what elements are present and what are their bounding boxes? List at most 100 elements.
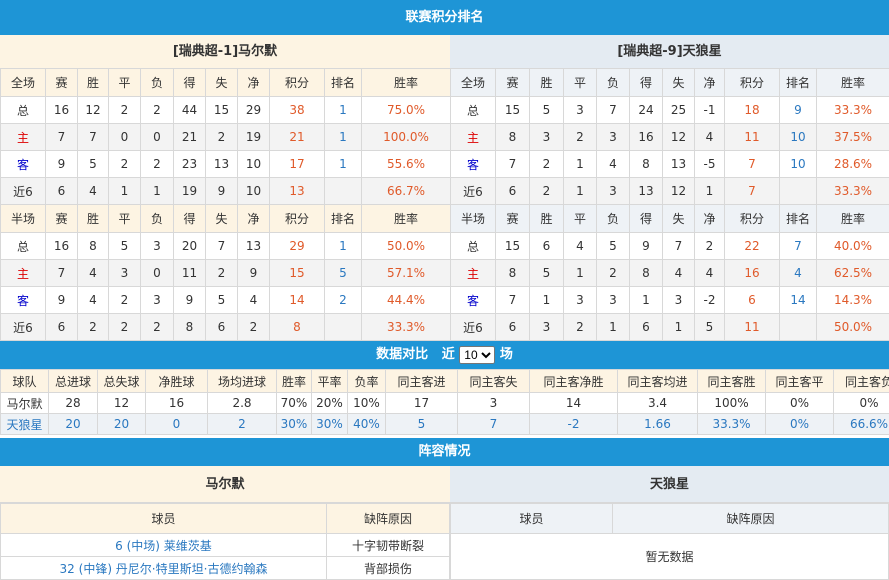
cell: 30% — [312, 414, 348, 435]
cell: 44.4% — [362, 287, 451, 314]
header-cell: 胜率 — [277, 370, 312, 393]
cell: 5 — [78, 151, 109, 178]
cell: 9 — [780, 97, 817, 124]
cell: 4 — [78, 287, 109, 314]
lineup-home-team: 马尔默 — [0, 466, 450, 503]
header-cell: 同主客均进 — [618, 370, 698, 393]
header-cell: 胜率 — [817, 69, 889, 97]
header-cell: 积分 — [270, 69, 325, 97]
cell: 7 — [725, 178, 780, 205]
cell: 30% — [277, 414, 312, 435]
cell: 2 — [695, 233, 725, 260]
header-cell: 积分 — [725, 69, 780, 97]
header-cell: 赛 — [496, 69, 530, 97]
cell: 3 — [141, 233, 174, 260]
cell: 6 — [46, 178, 78, 205]
cell: 3 — [458, 393, 530, 414]
player-link[interactable]: 6 (中场) 莱维茨基 — [1, 534, 327, 557]
header-cell: 失 — [663, 69, 695, 97]
cell — [325, 178, 362, 205]
cell: 3 — [597, 178, 630, 205]
full-header-row: 全场赛胜平负得失净积分排名胜率 — [1, 69, 451, 97]
cell: 客 — [451, 151, 496, 178]
cell: 8 — [630, 151, 663, 178]
cell: 1 — [325, 124, 362, 151]
away-injuries: 球员缺阵原因 暂无数据 — [450, 503, 889, 580]
cell: 12 — [78, 97, 109, 124]
cell: 11 — [725, 314, 780, 341]
cell: 5 — [530, 97, 564, 124]
cell: 10 — [238, 178, 270, 205]
cell: 客 — [1, 287, 46, 314]
cell: 2 — [564, 124, 597, 151]
cell: 19 — [174, 178, 206, 205]
header-cell: 胜率 — [362, 69, 451, 97]
cell: 6 — [725, 287, 780, 314]
cell: 29 — [270, 233, 325, 260]
cell: 3.4 — [618, 393, 698, 414]
cell: 11 — [174, 260, 206, 287]
cell: 28 — [49, 393, 98, 414]
cell: 12 — [663, 178, 695, 205]
cell: 7 — [725, 151, 780, 178]
col-reason: 缺阵原因 — [613, 504, 889, 534]
cell: 13 — [238, 233, 270, 260]
cell: 8 — [78, 233, 109, 260]
cell: 5 — [206, 287, 238, 314]
cell: 13 — [270, 178, 325, 205]
cell: 1 — [564, 178, 597, 205]
cell: -2 — [695, 287, 725, 314]
header-cell: 得 — [174, 69, 206, 97]
cell: 7 — [496, 287, 530, 314]
lineup-title: 阵容情况 — [0, 438, 889, 466]
header-cell: 负 — [597, 69, 630, 97]
header-cell: 失 — [206, 205, 238, 233]
header-cell: 积分 — [270, 205, 325, 233]
header-cell: 胜率 — [817, 205, 889, 233]
cell: 1 — [325, 151, 362, 178]
header-cell: 负 — [141, 205, 174, 233]
recent-select[interactable]: 10 — [459, 346, 495, 364]
header-cell: 负率 — [348, 370, 386, 393]
cell: 0 — [141, 124, 174, 151]
cell: 7 — [597, 97, 630, 124]
cell: 2.8 — [208, 393, 277, 414]
cell: 6 — [630, 314, 663, 341]
cell: 3 — [564, 287, 597, 314]
player-link[interactable]: 32 (中锋) 丹尼尔·特里斯坦·古德约翰森 — [1, 557, 327, 580]
header-cell: 排名 — [325, 205, 362, 233]
header-cell: 场均进球 — [208, 370, 277, 393]
cell: 3 — [109, 260, 141, 287]
cell: 20 — [49, 414, 98, 435]
cell: 15 — [496, 97, 530, 124]
cell: 20 — [174, 233, 206, 260]
cell: 2 — [141, 151, 174, 178]
cell: 33.3% — [698, 414, 766, 435]
cell: 2 — [206, 260, 238, 287]
team-name: 天狼星 — [1, 414, 49, 435]
cell: 9 — [174, 287, 206, 314]
cell: 15 — [206, 97, 238, 124]
cell: 11 — [725, 124, 780, 151]
col-player: 球员 — [451, 504, 613, 534]
cell: 1 — [325, 233, 362, 260]
cell: 2 — [530, 151, 564, 178]
cell: 4 — [564, 233, 597, 260]
full-header-row: 全场赛胜平负得失净积分排名胜率 — [451, 69, 889, 97]
cell: 7 — [780, 233, 817, 260]
header-cell: 半场 — [1, 205, 46, 233]
cell: 33.3% — [362, 314, 451, 341]
cell: 10 — [238, 151, 270, 178]
cell: 总 — [1, 233, 46, 260]
header-cell: 同主客进 — [386, 370, 458, 393]
cell: 7 — [663, 233, 695, 260]
